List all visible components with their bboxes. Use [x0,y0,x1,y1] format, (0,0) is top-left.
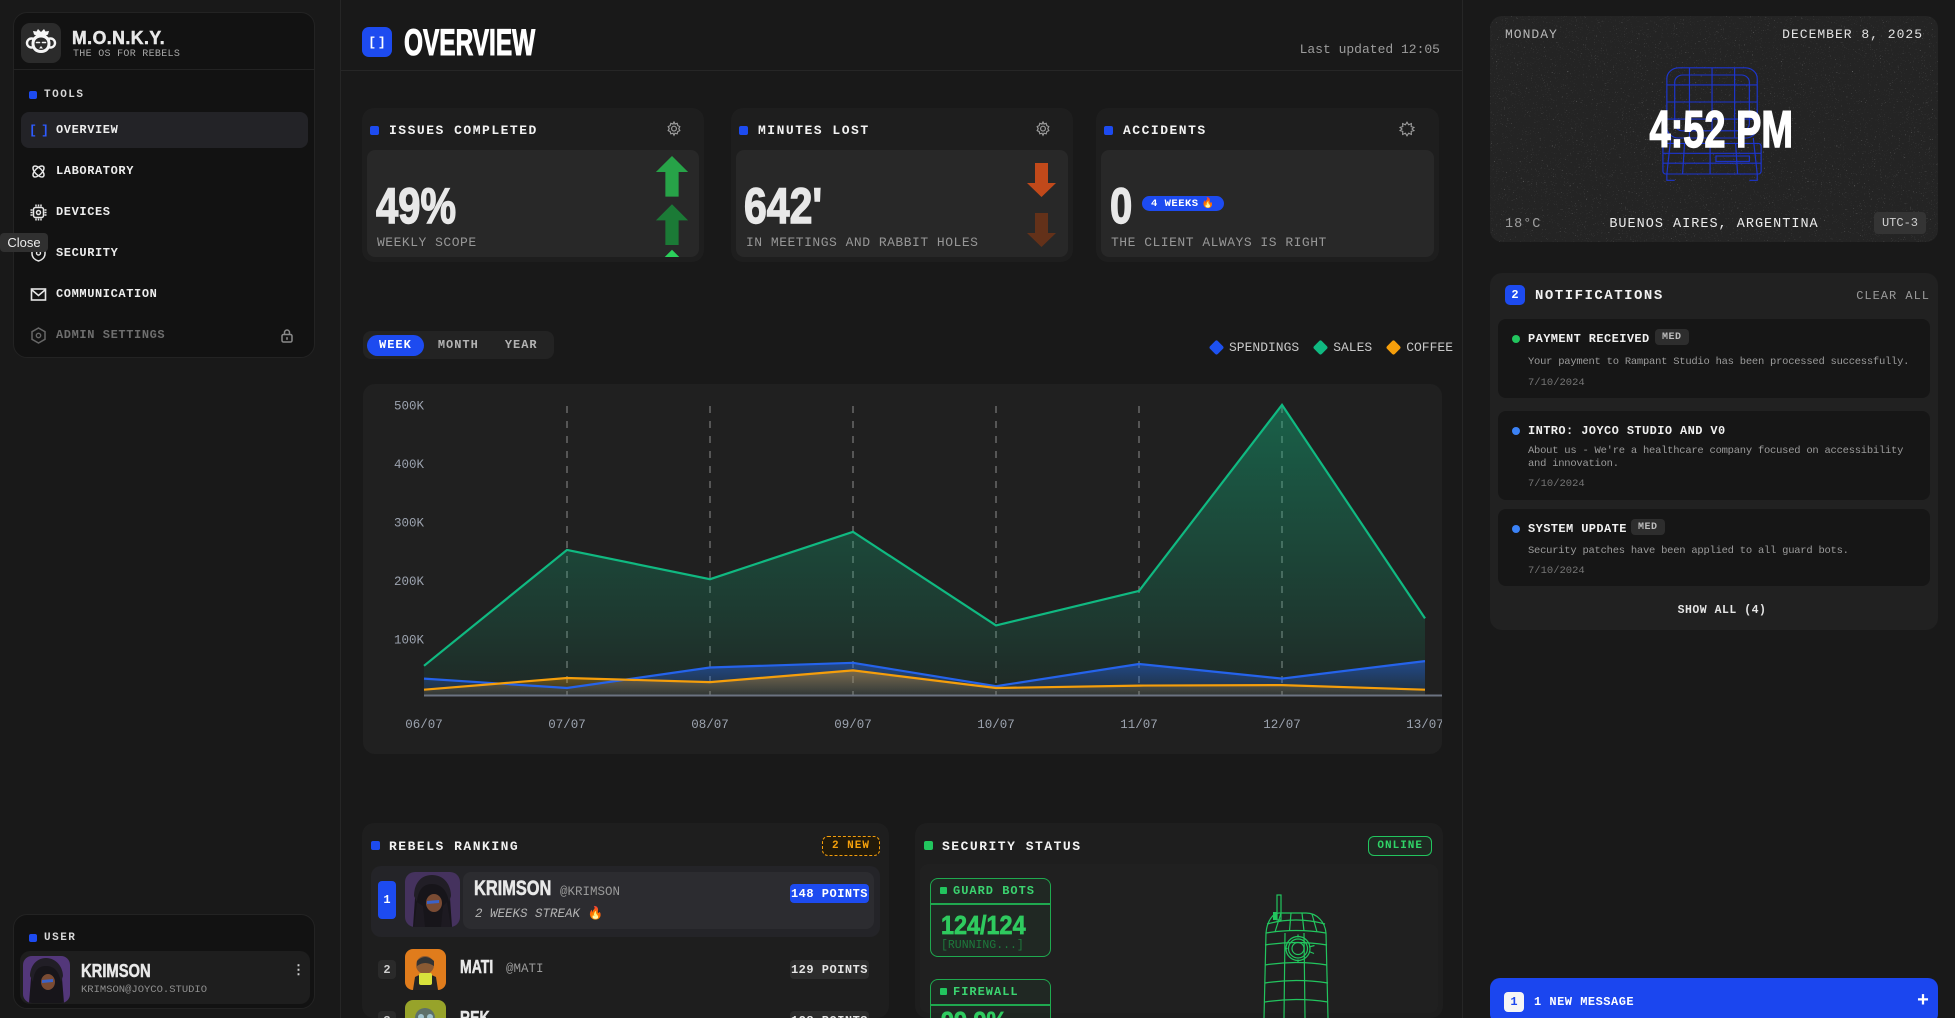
svg-text:08/07: 08/07 [691,718,729,732]
svg-text:09/07: 09/07 [834,718,872,732]
svg-text:200K: 200K [394,575,425,589]
svg-text:400K: 400K [394,458,425,472]
svg-text:500K: 500K [394,400,425,414]
svg-text:07/07: 07/07 [548,718,586,732]
svg-text:100K: 100K [394,634,425,648]
svg-text:10/07: 10/07 [977,718,1015,732]
svg-text:13/07: 13/07 [1406,718,1442,732]
svg-text:12/07: 12/07 [1263,718,1301,732]
svg-text:06/07: 06/07 [405,718,443,732]
svg-text:300K: 300K [394,517,425,531]
svg-text:11/07: 11/07 [1120,718,1158,732]
